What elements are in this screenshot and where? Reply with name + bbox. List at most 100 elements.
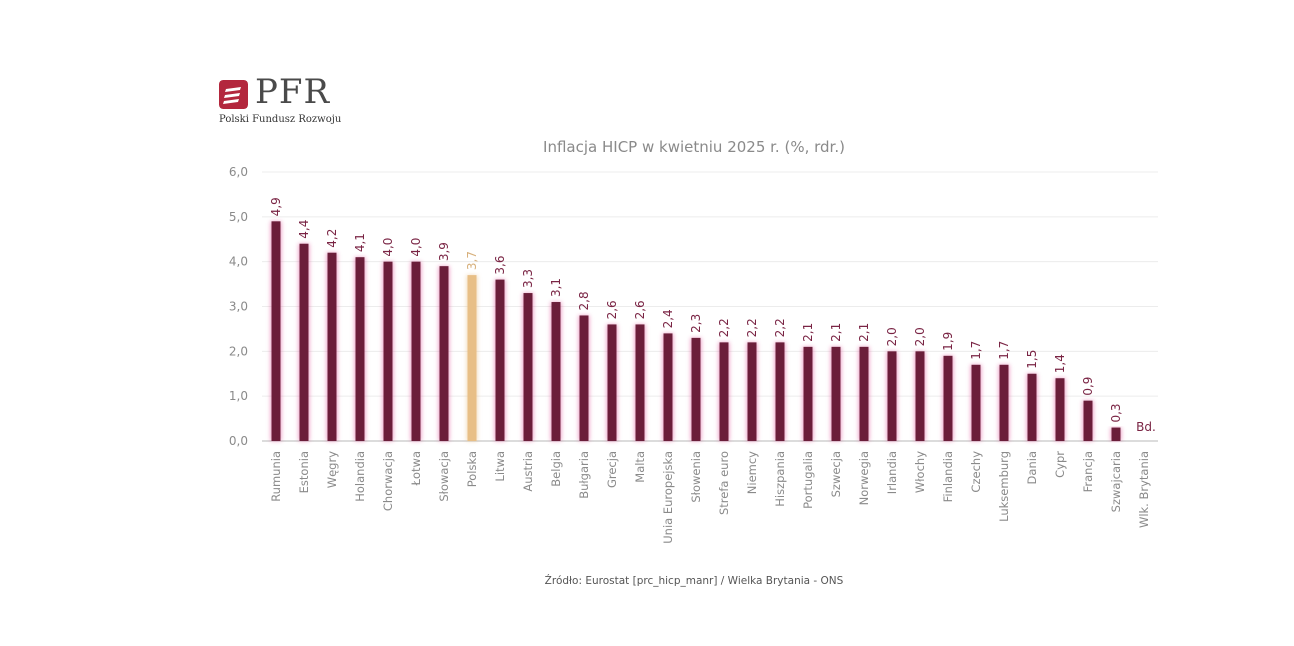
category-label: Szwajcaria — [1109, 451, 1123, 512]
bar-malta — [635, 324, 645, 441]
category-label: Francja — [1081, 451, 1095, 492]
category-label: Węgry — [325, 451, 339, 488]
y-tick-label: 0,0 — [229, 434, 248, 448]
bar-unia-europejska — [663, 333, 673, 441]
category-labels: Rumunia Estonia Węgry Holandia Chorwacja Łotw… — [269, 451, 1151, 544]
value-label: 2,3 — [689, 314, 703, 333]
category-label: Słowenia — [689, 451, 703, 503]
category-label: Wlk. Brytania — [1137, 451, 1151, 528]
bar-rumunia — [271, 221, 281, 441]
value-label: 1,7 — [997, 341, 1011, 360]
bar-niemcy — [747, 342, 757, 441]
category-label: Bułgaria — [577, 451, 591, 499]
value-label: 0,9 — [1081, 377, 1095, 396]
y-axis-ticks: 0,0 1,0 2,0 3,0 4,0 5,0 6,0 — [229, 165, 248, 448]
category-label: Luksemburg — [997, 451, 1011, 522]
value-label: 2,4 — [661, 309, 675, 328]
bars — [270, 221, 1122, 441]
bar-bułgaria — [579, 315, 589, 441]
value-label: 3,6 — [493, 256, 507, 275]
bar-dania — [1027, 373, 1037, 441]
value-label: 3,7 — [465, 251, 479, 270]
category-label: Łotwa — [409, 451, 423, 486]
category-label: Niemcy — [745, 451, 759, 494]
category-label: Finlandia — [941, 451, 955, 502]
bar-holandia — [355, 257, 365, 441]
category-label: Irlandia — [885, 451, 899, 494]
value-label: 2,1 — [801, 323, 815, 342]
value-label-no-data: Bd. — [1136, 420, 1156, 434]
bar-austria — [523, 293, 533, 441]
bar-strefa-euro — [719, 342, 729, 441]
category-label: Polska — [465, 451, 479, 487]
bar-czechy — [971, 364, 981, 441]
category-label: Dania — [1025, 451, 1039, 484]
bar-polska — [467, 275, 477, 441]
bar-chorwacja — [383, 261, 393, 441]
bar-słowenia — [691, 337, 701, 441]
value-label: 1,5 — [1025, 350, 1039, 369]
value-labels: 4,9 4,4 4,2 4,1 4,0 4,0 3,9 3,7 3,6 3,3 3,1 2,8 2,6 2… — [269, 197, 1156, 434]
bar-finlandia — [943, 355, 953, 441]
bar-grecja — [607, 324, 617, 441]
y-tick-label: 6,0 — [229, 165, 248, 179]
bar-cypr — [1055, 378, 1065, 441]
value-label: 4,9 — [269, 197, 283, 216]
category-label: Holandia — [353, 451, 367, 502]
value-label: 4,1 — [353, 233, 367, 252]
bar-hiszpania — [775, 342, 785, 441]
bar-węgry — [327, 252, 337, 441]
bar-portugalia — [803, 346, 813, 441]
chart-title: Inflacja HICP w kwietniu 2025 r. (%, rdr… — [543, 138, 845, 156]
bar-belgia — [551, 302, 561, 441]
bar-litwa — [495, 279, 505, 441]
bar-luksemburg — [999, 364, 1009, 441]
bar-słowacja — [439, 266, 449, 441]
category-label: Belgia — [549, 451, 563, 487]
gridlines — [262, 171, 1158, 442]
category-label: Rumunia — [269, 451, 283, 502]
bar-szwecja — [831, 346, 841, 441]
value-label: 4,2 — [325, 229, 339, 248]
category-label: Portugalia — [801, 451, 815, 509]
category-label: Szwecja — [829, 451, 843, 497]
value-label: 2,2 — [717, 318, 731, 337]
logo-text: PFR — [255, 72, 331, 112]
value-label: 0,3 — [1109, 403, 1123, 422]
y-tick-label: 1,0 — [229, 389, 248, 403]
value-label: 1,7 — [969, 341, 983, 360]
y-tick-label: 4,0 — [229, 255, 248, 269]
bar-łotwa — [411, 261, 421, 441]
category-label: Austria — [521, 451, 535, 492]
category-label: Hiszpania — [773, 451, 787, 507]
category-label: Cypr — [1053, 451, 1067, 478]
y-tick-label: 5,0 — [229, 210, 248, 224]
value-label: 2,2 — [773, 318, 787, 337]
value-label: 4,0 — [381, 238, 395, 257]
value-label: 1,9 — [941, 332, 955, 351]
value-label: 2,6 — [633, 300, 647, 319]
category-label: Słowacja — [437, 451, 451, 502]
bar-estonia — [299, 243, 309, 441]
value-label: 4,4 — [297, 220, 311, 239]
value-label: 2,2 — [745, 318, 759, 337]
value-label: 3,9 — [437, 242, 451, 261]
bar-irlandia — [887, 351, 897, 441]
category-label: Litwa — [493, 451, 507, 482]
category-label: Malta — [633, 451, 647, 483]
value-label: 4,0 — [409, 238, 423, 257]
value-label: 2,1 — [857, 323, 871, 342]
bar-włochy — [915, 351, 925, 441]
y-tick-label: 3,0 — [229, 300, 248, 314]
bar-szwajcaria — [1111, 427, 1121, 441]
category-label: Unia Europejska — [661, 451, 675, 544]
value-label: 2,0 — [913, 327, 927, 346]
category-label: Włochy — [913, 451, 927, 493]
value-label: 2,6 — [605, 300, 619, 319]
category-label: Chorwacja — [381, 451, 395, 511]
category-label: Czechy — [969, 451, 983, 493]
bar-francja — [1083, 400, 1093, 441]
value-label: 3,3 — [521, 269, 535, 288]
source-note: Źródło: Eurostat [prc_hicp_manr] / Wielk… — [544, 575, 844, 587]
